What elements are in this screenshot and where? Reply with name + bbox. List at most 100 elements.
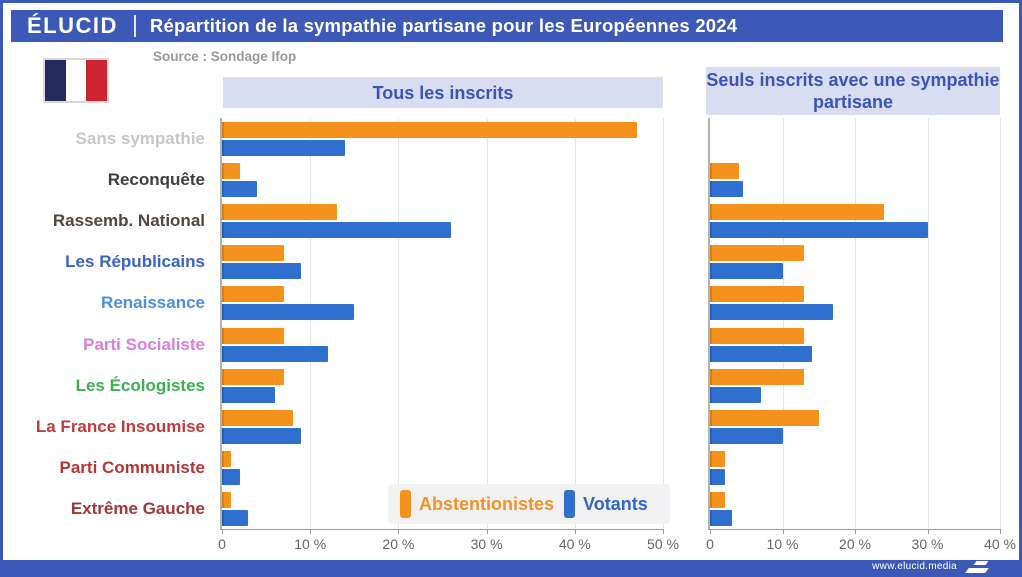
legend: Abstentionistes Votants	[388, 484, 670, 524]
bar-row-3	[222, 242, 663, 283]
bar-abstentionistes	[222, 245, 284, 262]
tick-label: 10 %	[294, 536, 327, 552]
elucid-flag-icon	[965, 561, 991, 573]
bar-abstentionistes	[222, 409, 293, 426]
party-label-9: Extrême Gauche	[70, 499, 205, 519]
page-title: Répartition de la sympathie partisane po…	[149, 15, 738, 36]
bar-abstentionistes	[222, 162, 240, 179]
bar-row-9	[710, 489, 1000, 530]
tick-mark	[1000, 529, 1001, 534]
elucid-logo: ÉLUCID	[27, 13, 118, 38]
tick-label: 20 %	[839, 536, 871, 552]
gridline	[310, 118, 312, 529]
gridline	[855, 118, 856, 529]
bar-abstentionistes	[222, 121, 637, 138]
x-axis: 0 10 % 20 % 30 % 40 %	[706, 529, 1016, 555]
bar-votants	[710, 469, 725, 486]
party-label-1: Reconquête	[107, 169, 205, 189]
tick-mark	[927, 529, 929, 534]
gridline	[398, 118, 400, 529]
bar-votants	[222, 180, 258, 197]
header-divider	[133, 15, 136, 37]
bar-row-6	[222, 365, 663, 406]
tick-label: 50 %	[647, 536, 679, 552]
tick-label: 30 %	[470, 536, 503, 552]
bar-row-1	[710, 159, 1000, 200]
bar-votants	[710, 180, 743, 197]
bar-row-4	[710, 283, 1000, 324]
tick-mark	[486, 529, 488, 534]
tick-mark	[574, 529, 576, 534]
legend-item-votants: Votants	[564, 490, 648, 518]
bar-row-2	[710, 200, 1000, 241]
flag-stripe-red	[86, 60, 108, 101]
bar-row-5	[710, 324, 1000, 365]
bar-abstentionistes	[710, 327, 805, 344]
bar-votants	[222, 386, 275, 403]
bar-abstentionistes	[710, 409, 819, 426]
bar-votants	[710, 510, 732, 527]
gridline	[663, 118, 664, 529]
votants-swatch-icon	[564, 490, 576, 518]
bar-row-2	[222, 200, 663, 241]
bar-abstentionistes	[710, 451, 725, 468]
x-axis: 0 10 % 20 % 30 % 40 % 50 %	[218, 529, 679, 555]
bar-abstentionistes	[222, 286, 284, 303]
tick-mark	[398, 529, 400, 534]
bar-row-7	[710, 406, 1000, 447]
bar-row-5	[222, 324, 663, 365]
bar-votants	[710, 221, 928, 238]
bar-abstentionistes	[222, 203, 337, 220]
gridline	[486, 118, 488, 529]
bar-votants	[710, 345, 812, 362]
abstentionistes-swatch-icon	[400, 490, 411, 518]
legend-label: Abstentionistes	[419, 493, 555, 514]
tick-mark	[310, 529, 312, 534]
bar-abstentionistes	[222, 451, 231, 468]
bars-area	[710, 118, 1000, 529]
bar-abstentionistes	[710, 203, 884, 220]
gridline	[1000, 118, 1001, 529]
gridlines	[222, 118, 664, 529]
bar-abstentionistes	[222, 327, 284, 344]
bar-votants	[222, 345, 328, 362]
party-label-6: Les Écologistes	[75, 375, 205, 395]
bar-votants	[222, 139, 346, 156]
bar-abstentionistes	[710, 286, 805, 303]
tick-mark	[663, 529, 664, 534]
bar-row-0	[222, 118, 663, 159]
header-bar: ÉLUCID Répartition de la sympathie parti…	[11, 10, 1003, 42]
tick-label: 10 %	[766, 536, 799, 552]
bar-votants	[710, 263, 783, 280]
bar-votants	[222, 427, 302, 444]
right-panel-title: Seuls inscrits avec une sympathie partis…	[706, 67, 1000, 115]
party-label-8: Parti Communiste	[59, 458, 205, 478]
bar-abstentionistes	[710, 368, 805, 385]
tick-mark	[222, 529, 223, 534]
tick-mark	[782, 529, 784, 534]
gridline	[927, 118, 929, 529]
gridlines	[710, 118, 1001, 529]
party-label-4: Renaissance	[101, 293, 205, 313]
tick-label: 40 %	[558, 536, 591, 552]
website-url: www.elucid.media	[872, 561, 957, 572]
bar-row-0	[710, 118, 1000, 159]
bar-votants	[222, 263, 302, 280]
party-label-5: Parti Socialiste	[83, 334, 205, 354]
bar-votants	[710, 427, 783, 444]
bar-votants	[222, 510, 249, 527]
legend-label: Votants	[583, 493, 648, 514]
tick-label: 40 %	[984, 536, 1016, 552]
bar-abstentionistes	[710, 492, 725, 509]
bar-row-3	[710, 242, 1000, 283]
bar-abstentionistes	[710, 245, 805, 262]
tick-mark	[855, 529, 856, 534]
bar-row-7	[222, 406, 663, 447]
bar-votants	[222, 469, 240, 486]
bar-votants	[222, 304, 355, 321]
french-flag-icon	[43, 58, 109, 103]
gridline	[782, 118, 784, 529]
party-label-7: La France Insoumise	[35, 416, 205, 436]
flag-stripe-white	[65, 60, 87, 101]
